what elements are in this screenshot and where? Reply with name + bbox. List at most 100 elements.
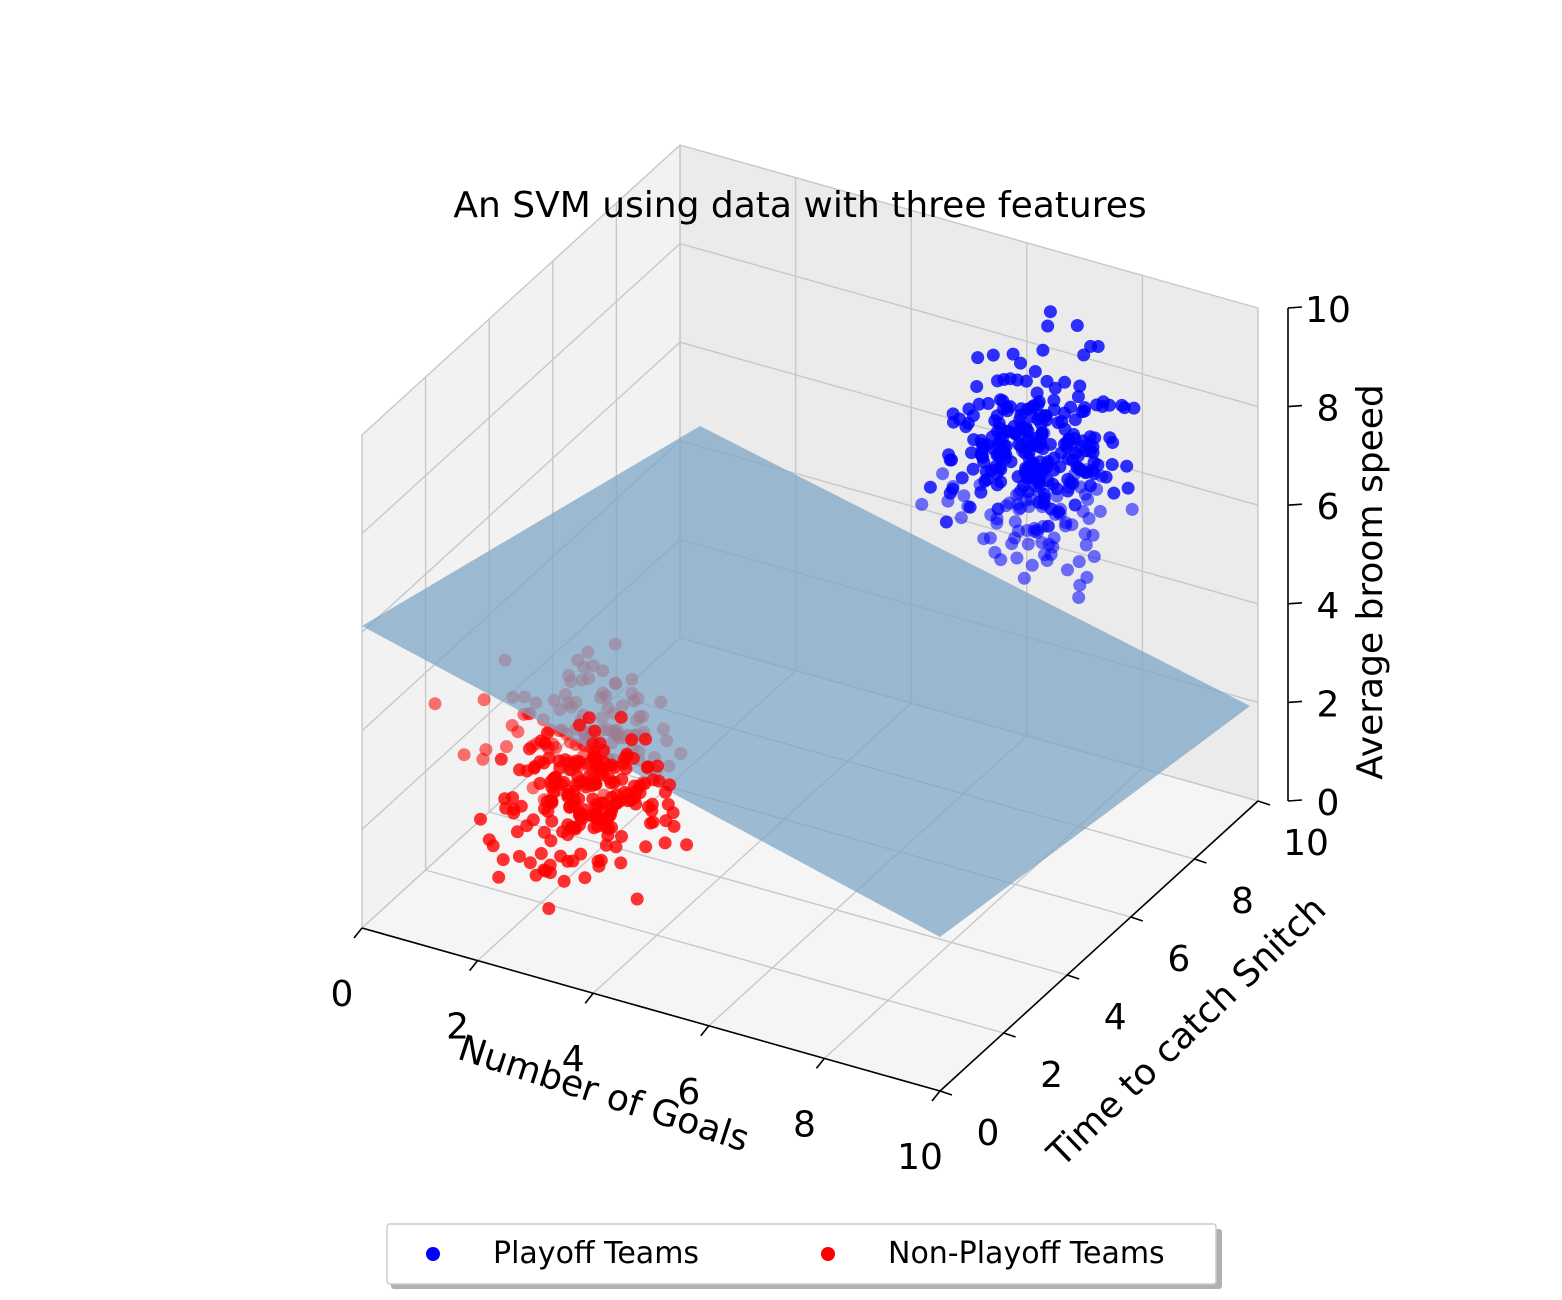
- point-non-playoff: [645, 797, 659, 811]
- point-non-playoff: [573, 818, 586, 832]
- point-non-playoff: [581, 757, 595, 771]
- z-tick: [1287, 503, 1303, 506]
- point-non-playoff: [572, 718, 586, 732]
- point-playoff: [1014, 356, 1027, 370]
- point-playoff: [990, 516, 1004, 530]
- point-playoff: [955, 471, 969, 485]
- point-playoff: [1017, 571, 1031, 585]
- x-tick: [931, 1090, 941, 1102]
- point-non-playoff: [534, 734, 548, 748]
- point-non-playoff: [582, 711, 596, 725]
- point-non-playoff: [603, 772, 616, 786]
- point-playoff: [1086, 528, 1100, 542]
- point-non-playoff: [589, 777, 603, 791]
- point-playoff: [988, 545, 1002, 559]
- point-playoff: [1032, 476, 1045, 490]
- point-non-playoff: [545, 814, 559, 828]
- point-playoff: [1019, 461, 1033, 475]
- point-playoff: [1093, 504, 1107, 518]
- point-non-playoff: [506, 791, 520, 805]
- point-playoff: [990, 409, 1004, 423]
- point-non-playoff: [573, 808, 587, 822]
- z-tick-label: 8: [1317, 389, 1340, 430]
- gridline-left-z: [361, 243, 681, 535]
- point-non-playoff: [588, 724, 602, 738]
- point-playoff: [1010, 551, 1024, 565]
- point-non-playoff: [542, 902, 556, 915]
- point-non-playoff: [630, 892, 644, 906]
- point-non-playoff: [486, 839, 500, 853]
- point-non-playoff: [602, 822, 616, 836]
- y-tick: [1003, 1032, 1016, 1038]
- y-tick: [1066, 974, 1080, 980]
- x-tick: [815, 1057, 826, 1069]
- point-playoff: [939, 515, 953, 529]
- point-non-playoff: [537, 825, 551, 839]
- point-playoff: [1080, 570, 1094, 584]
- point-non-playoff: [557, 874, 571, 888]
- x-tick: [353, 927, 363, 939]
- z-tick-label: 4: [1317, 586, 1340, 627]
- chart-title: An SVM using data with three features: [453, 185, 1146, 226]
- gridline-left-z: [361, 144, 681, 436]
- point-non-playoff: [627, 779, 641, 793]
- y-axis-line: [939, 800, 1259, 1092]
- point-non-playoff: [638, 777, 652, 791]
- point-non-playoff: [561, 818, 575, 832]
- x-tick-label: 6: [677, 1072, 700, 1113]
- point-playoff: [1036, 343, 1050, 357]
- z-tick: [1287, 799, 1303, 802]
- point-playoff: [1027, 524, 1041, 538]
- point-playoff: [991, 374, 1004, 388]
- z-tick: [1287, 404, 1303, 408]
- point-non-playoff: [512, 849, 526, 863]
- point-playoff: [1061, 563, 1074, 577]
- point-playoff: [1010, 373, 1024, 387]
- y-tick-label: 10: [1283, 823, 1329, 864]
- point-playoff: [979, 465, 993, 479]
- x-tick-label: 4: [562, 1039, 585, 1080]
- point-non-playoff: [614, 710, 628, 724]
- point-playoff: [1044, 547, 1058, 561]
- point-non-playoff: [511, 725, 525, 739]
- point-playoff: [1010, 488, 1024, 502]
- point-playoff: [1107, 486, 1121, 500]
- point-playoff: [1042, 537, 1056, 551]
- point-non-playoff: [609, 840, 623, 854]
- point-non-playoff: [499, 801, 513, 815]
- point-playoff: [991, 502, 1005, 516]
- point-playoff: [974, 433, 988, 447]
- point-playoff: [1072, 591, 1086, 604]
- point-playoff: [1061, 472, 1075, 486]
- z-tick: [1287, 306, 1303, 309]
- z-tick-label: 6: [1317, 487, 1340, 528]
- point-playoff: [1071, 390, 1085, 404]
- point-playoff: [915, 497, 929, 511]
- x-tick-label: 2: [446, 1007, 469, 1048]
- point-playoff: [936, 467, 950, 481]
- point-non-playoff: [605, 758, 619, 772]
- point-non-playoff: [599, 838, 613, 852]
- svm-plane-surface: [362, 426, 1250, 937]
- point-non-playoff: [492, 870, 506, 884]
- z-tick: [1287, 602, 1303, 605]
- gridline-back-z: [679, 242, 1259, 408]
- point-non-playoff: [578, 871, 592, 885]
- legend: Playoff Teams Non-Playoff Teams: [386, 1223, 1222, 1289]
- point-playoff: [961, 416, 975, 430]
- y-tick-label: 8: [1231, 881, 1254, 922]
- point-non-playoff: [640, 760, 654, 774]
- point-playoff: [1041, 519, 1055, 533]
- point-playoff: [1058, 375, 1072, 389]
- point-playoff: [1121, 481, 1135, 495]
- y-tick-label: 6: [1167, 939, 1190, 980]
- point-playoff: [1105, 458, 1119, 471]
- x-tick: [584, 992, 594, 1004]
- y-tick-label: 0: [977, 1113, 1000, 1154]
- point-playoff: [1061, 484, 1075, 498]
- point-playoff: [1059, 519, 1072, 533]
- point-non-playoff: [639, 840, 653, 854]
- point-non-playoff: [587, 821, 601, 835]
- legend-box: [386, 1223, 1217, 1285]
- point-non-playoff: [563, 800, 577, 814]
